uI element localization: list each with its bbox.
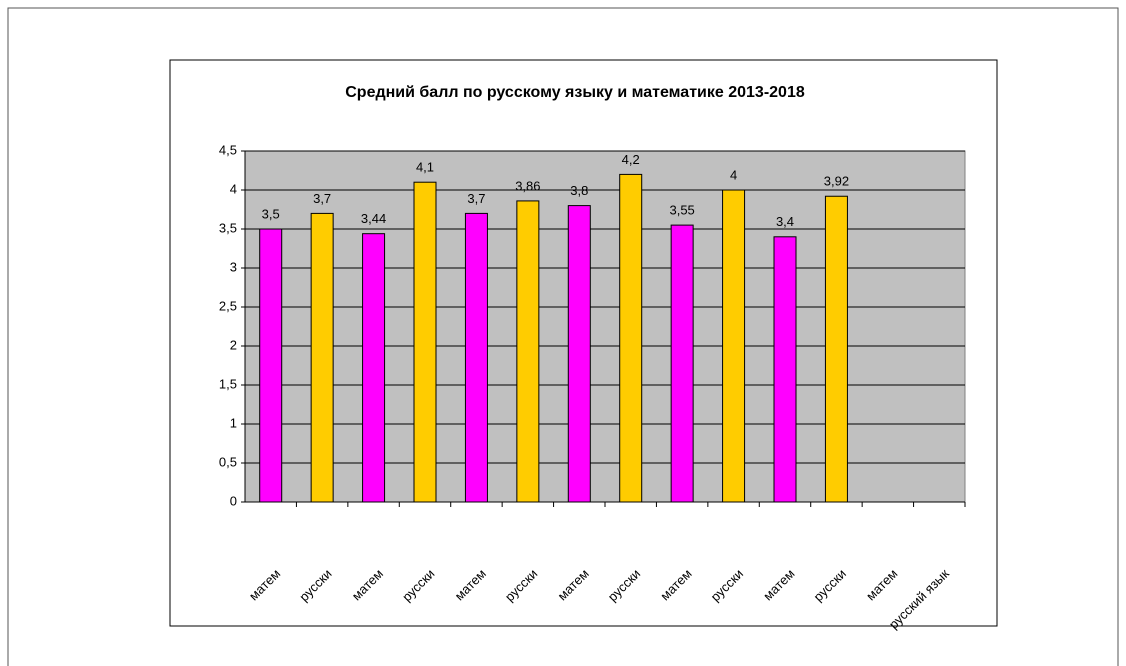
bar (567, 205, 591, 503)
bar (259, 228, 283, 503)
data-label: 3,86 (515, 178, 540, 193)
data-label: 4 (730, 167, 737, 182)
chart-title: Средний балл по русскому языку и математ… (345, 84, 805, 101)
bar (773, 236, 797, 503)
frame (7, 7, 1119, 666)
data-label: 3,7 (313, 191, 331, 206)
y-tick-label: 2 (230, 337, 237, 352)
bar (464, 212, 488, 503)
y-tick-label: 3,5 (219, 220, 237, 235)
y-tick-label: 0,5 (219, 454, 237, 469)
bar (310, 212, 334, 503)
bar (722, 189, 746, 503)
y-tick-label: 4 (230, 181, 237, 196)
bar (413, 181, 437, 503)
y-tick-label: 1,5 (219, 376, 237, 391)
data-label: 4,2 (622, 152, 640, 167)
y-tick-label: 0 (230, 493, 237, 508)
plot-area (244, 150, 966, 503)
data-label: 3,5 (262, 206, 280, 221)
data-label: 3,92 (824, 174, 849, 189)
y-tick-label: 2,5 (219, 298, 237, 313)
data-label: 4,1 (416, 160, 434, 175)
bar (516, 200, 540, 503)
bar (670, 224, 694, 503)
bar (362, 233, 386, 503)
y-tick-label: 4,5 (219, 142, 237, 157)
data-label: 3,55 (669, 203, 694, 218)
y-tick-label: 3 (230, 259, 237, 274)
bar (619, 173, 643, 503)
y-tick-label: 1 (230, 415, 237, 430)
bar (824, 195, 848, 503)
data-label: 3,8 (570, 183, 588, 198)
data-label: 3,7 (467, 191, 485, 206)
data-label: 3,4 (776, 214, 794, 229)
data-label: 3,44 (361, 211, 386, 226)
